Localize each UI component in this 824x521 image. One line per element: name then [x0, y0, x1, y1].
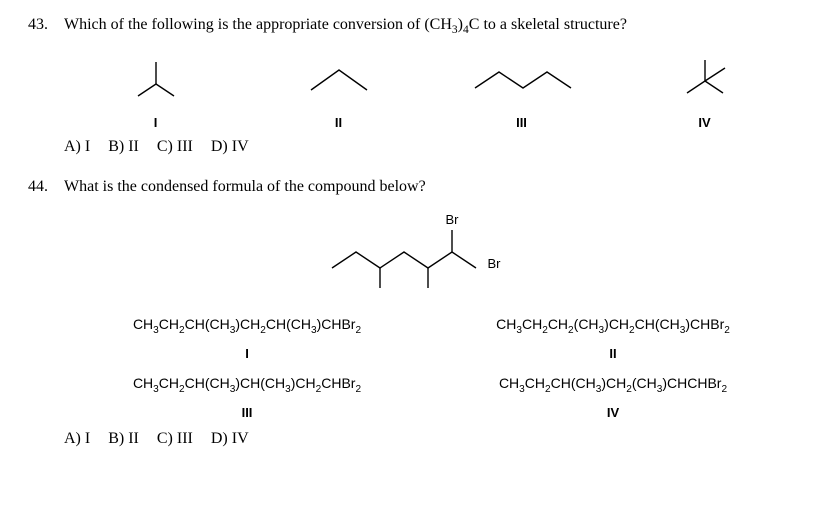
q44-formula-1: CH3CH2CH(CH3)CH2CH(CH3)CHBr2 I [64, 316, 430, 361]
q44-formula-4: CH3CH2CH(CH3)CH2(CH3)CHCHBr2 IV [430, 375, 796, 420]
q44-number: 44. [28, 178, 64, 196]
q44-formula-2: CH3CH2CH2(CH3)CH2CH(CH3)CHBr2 II [430, 316, 796, 361]
br-atom-2: Br [488, 256, 502, 271]
q44-f4-text: CH3CH2CH(CH3)CH2(CH3)CHCHBr2 [430, 375, 796, 395]
q43-struct-4 [613, 54, 796, 109]
q44-structure: Br Br [64, 208, 796, 294]
q44-f1-text: CH3CH2CH(CH3)CH2CH(CH3)CHBr2 [64, 316, 430, 336]
br-atom-1: Br [446, 212, 460, 227]
q44-f2-text: CH3CH2CH2(CH3)CH2CH(CH3)CHBr2 [430, 316, 796, 336]
q43-label-4: IV [613, 115, 796, 130]
q44-ans-a: A) I [64, 430, 90, 447]
q43-label-1: I [64, 115, 247, 130]
q44-row: 44. What is the condensed formula of the… [28, 178, 796, 196]
q44-text: What is the condensed formula of the com… [64, 178, 796, 196]
q43-text: Which of the following is the appropriat… [64, 16, 796, 36]
q43-label-2: II [247, 115, 430, 130]
q43-ans-a: A) I [64, 138, 90, 155]
q44-ans-c: C) III [157, 430, 193, 447]
q43-struct-2 [247, 54, 430, 109]
q43-ans-c: C) III [157, 138, 193, 155]
q44-ans-d: D) IV [211, 430, 249, 447]
q43-labels: I II III IV [64, 115, 796, 130]
q43-row: 43. Which of the following is the approp… [28, 16, 796, 36]
q43-label-3: III [430, 115, 613, 130]
q43-ans-d: D) IV [211, 138, 249, 155]
q43-t3: C to a skeletal structure? [469, 16, 627, 33]
q44-f1-label: I [64, 346, 430, 361]
q44-formula-grid: CH3CH2CH(CH3)CH2CH(CH3)CHBr2 I CH3CH2CH2… [64, 316, 796, 420]
q44-formula-3: CH3CH2CH(CH3)CH(CH3)CH2CHBr2 III [64, 375, 430, 420]
q44-f3-label: III [64, 405, 430, 420]
q44-f4-label: IV [430, 405, 796, 420]
q43-struct-3 [430, 54, 613, 109]
q43-answers: A) I B) II C) III D) IV [64, 138, 796, 156]
q43-ans-b: B) II [108, 138, 139, 155]
q43-t1: Which of the following is the appropriat… [64, 16, 452, 33]
q44-f3-text: CH3CH2CH(CH3)CH(CH3)CH2CHBr2 [64, 375, 430, 395]
q43-struct-1 [64, 54, 247, 109]
q44-f2-label: II [430, 346, 796, 361]
q44-answers: A) I B) II C) III D) IV [64, 430, 796, 448]
q43-number: 43. [28, 16, 64, 36]
q43-structures [64, 54, 796, 109]
q44-ans-b: B) II [108, 430, 139, 447]
